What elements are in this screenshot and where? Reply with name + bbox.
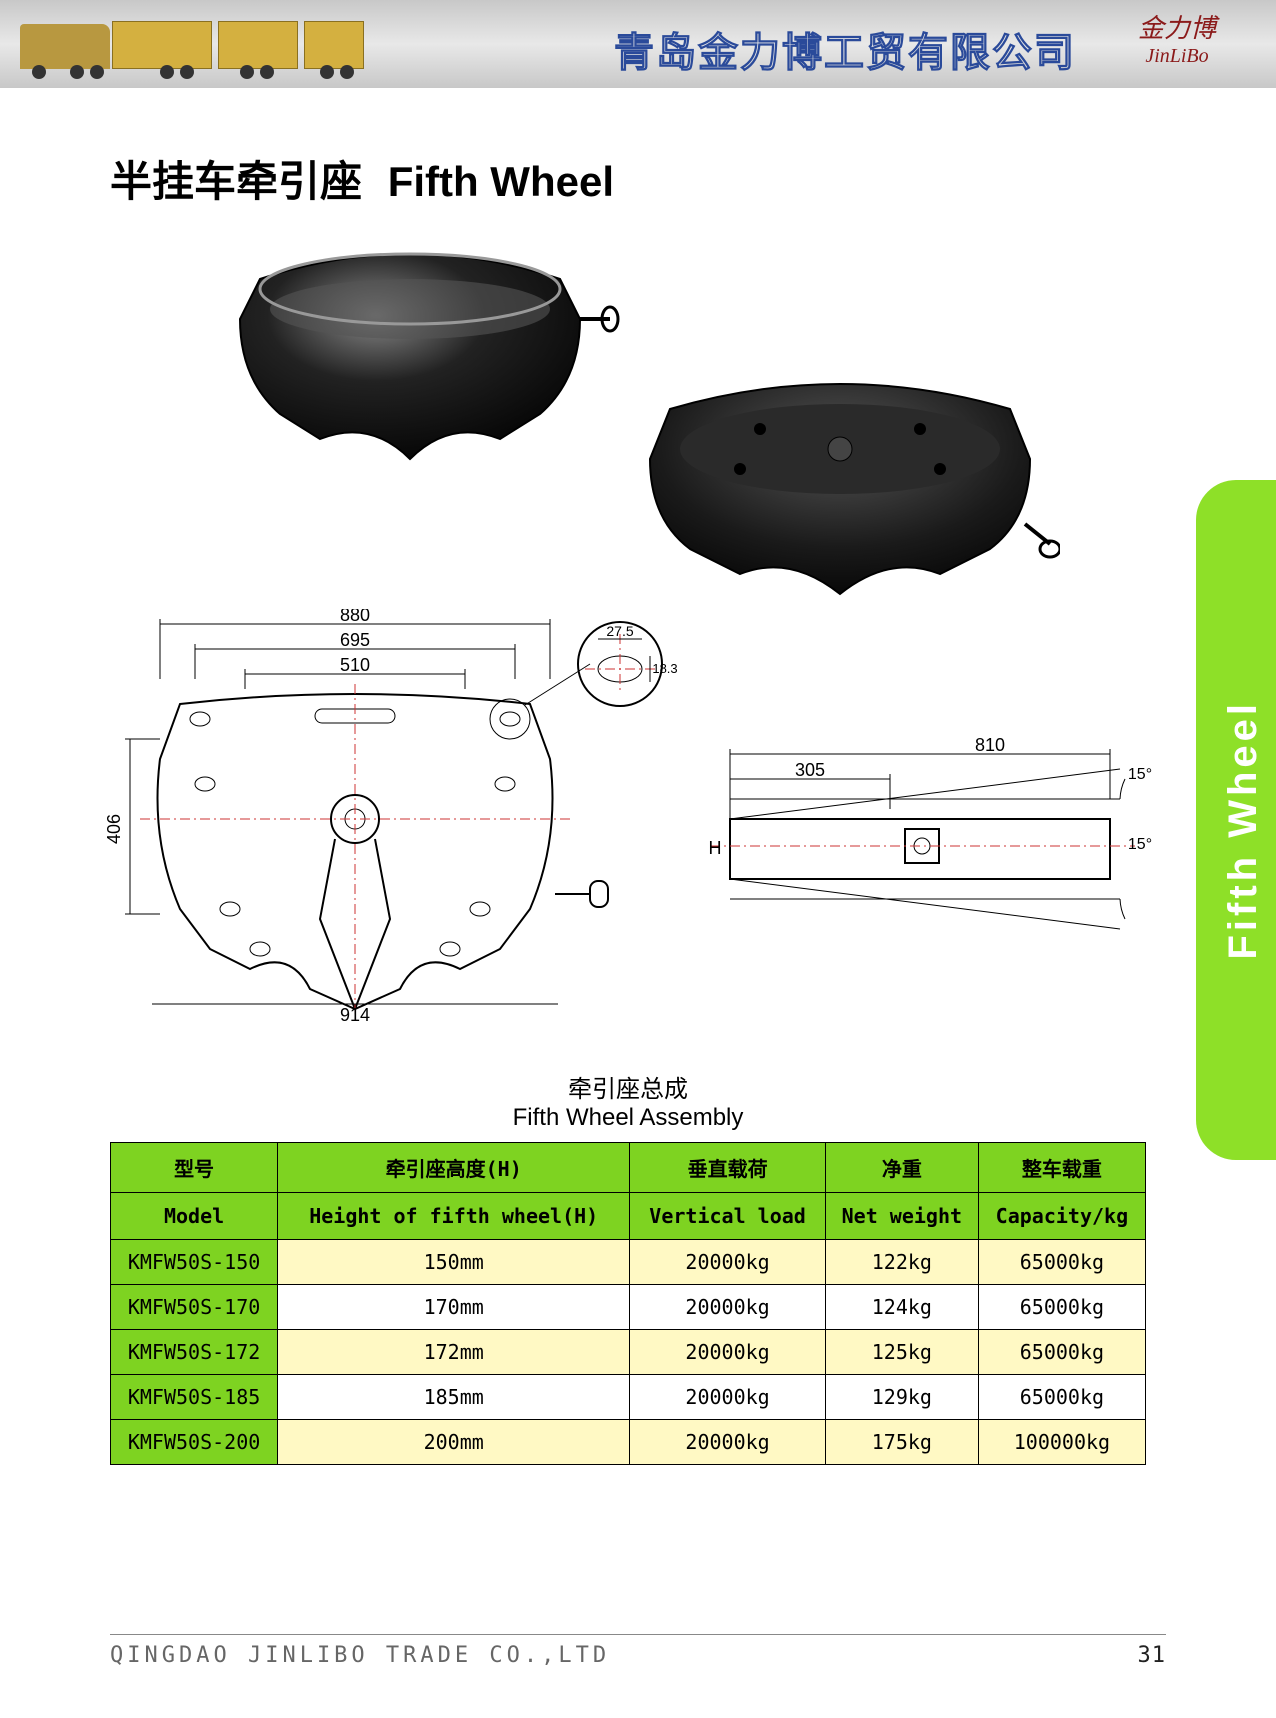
cell-vload: 20000kg — [630, 1375, 826, 1420]
cell-net: 125kg — [825, 1330, 978, 1375]
product-images — [0, 229, 1276, 609]
page-number: 31 — [1138, 1643, 1167, 1668]
table-title-chinese: 牵引座总成 — [110, 1069, 1146, 1104]
dim-406: 406 — [104, 814, 124, 844]
cell-cap: 65000kg — [978, 1240, 1145, 1285]
table-header-row-en: Model Height of fifth wheel(H) Vertical … — [111, 1193, 1146, 1240]
footer: QINGDAO JINLIBO TRADE CO.,LTD 31 — [110, 1634, 1166, 1668]
th-vload-cn: 垂直载荷 — [630, 1143, 826, 1193]
th-net-en: Net weight — [825, 1193, 978, 1240]
cell-cap: 65000kg — [978, 1375, 1145, 1420]
cell-height: 170mm — [278, 1285, 630, 1330]
angle-top: 15° — [1128, 766, 1152, 783]
dim-810: 810 — [975, 735, 1005, 755]
dim-880: 880 — [340, 609, 370, 625]
cell-vload: 20000kg — [630, 1420, 826, 1465]
page-title-english: Fifth Wheel — [388, 158, 614, 205]
cell-model: KMFW50S-172 — [111, 1330, 278, 1375]
spec-table-section: 牵引座总成 Fifth Wheel Assembly 型号 牵引座高度(H) 垂… — [110, 1069, 1146, 1465]
dim-H: H — [709, 838, 722, 858]
truck-illustration — [20, 9, 380, 79]
table-row: KMFW50S-172172mm20000kg125kg65000kg — [111, 1330, 1146, 1375]
cell-model: KMFW50S-185 — [111, 1375, 278, 1420]
table-row: KMFW50S-150150mm20000kg122kg65000kg — [111, 1240, 1146, 1285]
cell-model: KMFW50S-170 — [111, 1285, 278, 1330]
cell-vload: 20000kg — [630, 1330, 826, 1375]
cell-net: 175kg — [825, 1420, 978, 1465]
th-net-cn: 净重 — [825, 1143, 978, 1193]
dim-914: 914 — [340, 1005, 370, 1025]
th-vload-en: Vertical load — [630, 1193, 826, 1240]
cell-net: 129kg — [825, 1375, 978, 1420]
fifth-wheel-photo-1 — [200, 239, 620, 479]
cell-vload: 20000kg — [630, 1240, 826, 1285]
brand-latin: JinLiBo — [1138, 45, 1216, 68]
cell-model: KMFW50S-150 — [111, 1240, 278, 1285]
fifth-wheel-photo-2 — [620, 359, 1060, 609]
table-row: KMFW50S-200200mm20000kg175kg100000kg — [111, 1420, 1146, 1465]
dim-510: 510 — [340, 655, 370, 675]
cell-vload: 20000kg — [630, 1285, 826, 1330]
th-model-cn: 型号 — [111, 1143, 278, 1193]
th-height-en: Height of fifth wheel(H) — [278, 1193, 630, 1240]
header-banner: 青岛金力博工贸有限公司 金力博 JinLiBo — [0, 0, 1276, 88]
footer-company: QINGDAO JINLIBO TRADE CO.,LTD — [110, 1643, 610, 1668]
spec-table: 型号 牵引座高度(H) 垂直载荷 净重 整车载重 Model Height of… — [110, 1142, 1146, 1465]
side-tab-label: Fifth Wheel — [1221, 700, 1266, 960]
dim-305: 305 — [795, 760, 825, 780]
cell-model: KMFW50S-200 — [111, 1420, 278, 1465]
cell-height: 172mm — [278, 1330, 630, 1375]
table-row: KMFW50S-170170mm20000kg124kg65000kg — [111, 1285, 1146, 1330]
dim-18-3: 18.3 — [652, 661, 677, 676]
th-cap-cn: 整车载重 — [978, 1143, 1145, 1193]
brand-chinese: 金力博 — [1138, 8, 1216, 45]
engineering-drawings: 880 695 510 — [100, 609, 1216, 1029]
page-title: 半挂车牵引座 Fifth Wheel — [110, 148, 1276, 209]
page-title-chinese: 半挂车牵引座 — [110, 158, 362, 205]
company-name-chinese: 青岛金力博工贸有限公司 — [614, 20, 1076, 78]
table-row: KMFW50S-185185mm20000kg129kg65000kg — [111, 1375, 1146, 1420]
dim-695: 695 — [340, 630, 370, 650]
cell-cap: 65000kg — [978, 1285, 1145, 1330]
cell-cap: 65000kg — [978, 1330, 1145, 1375]
dim-27-5: 27.5 — [606, 623, 633, 639]
table-header-row-cn: 型号 牵引座高度(H) 垂直载荷 净重 整车载重 — [111, 1143, 1146, 1193]
th-model-en: Model — [111, 1193, 278, 1240]
cell-height: 185mm — [278, 1375, 630, 1420]
cell-height: 200mm — [278, 1420, 630, 1465]
cell-height: 150mm — [278, 1240, 630, 1285]
th-height-cn: 牵引座高度(H) — [278, 1143, 630, 1193]
th-cap-en: Capacity/kg — [978, 1193, 1145, 1240]
cell-net: 122kg — [825, 1240, 978, 1285]
table-title-english: Fifth Wheel Assembly — [110, 1104, 1146, 1132]
brand-logo: 金力博 JinLiBo — [1138, 8, 1216, 68]
cell-cap: 100000kg — [978, 1420, 1145, 1465]
cell-net: 124kg — [825, 1285, 978, 1330]
angle-bot: 15° — [1128, 836, 1152, 853]
